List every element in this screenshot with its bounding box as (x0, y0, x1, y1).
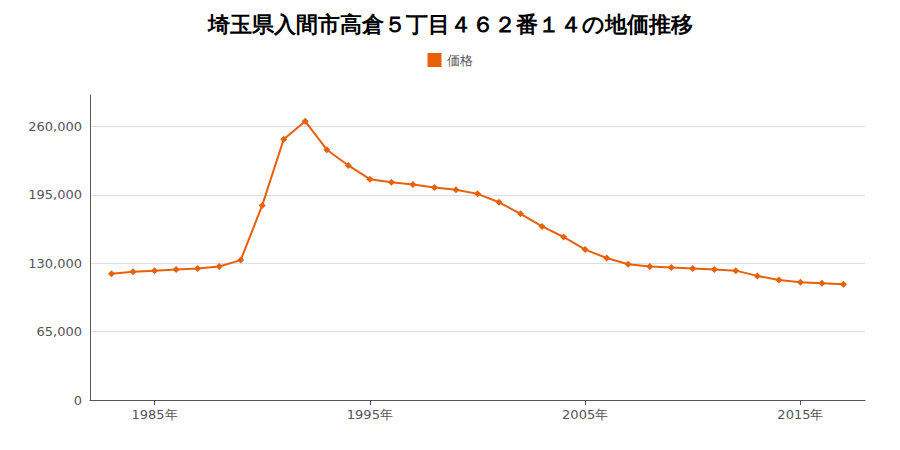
svg-text:260,000: 260,000 (28, 119, 82, 134)
svg-text:1995年: 1995年 (347, 407, 393, 422)
svg-text:2015年: 2015年 (777, 407, 823, 422)
svg-text:2005年: 2005年 (562, 407, 608, 422)
svg-text:価格: 価格 (447, 53, 473, 68)
svg-text:埼玉県入間市高倉５丁目４６２番１４の地価推移: 埼玉県入間市高倉５丁目４６２番１４の地価推移 (207, 12, 693, 37)
svg-text:195,000: 195,000 (28, 187, 82, 202)
svg-text:0: 0 (74, 393, 82, 408)
svg-text:130,000: 130,000 (28, 256, 82, 271)
svg-text:65,000: 65,000 (37, 324, 83, 339)
svg-text:1985年: 1985年 (132, 407, 178, 422)
